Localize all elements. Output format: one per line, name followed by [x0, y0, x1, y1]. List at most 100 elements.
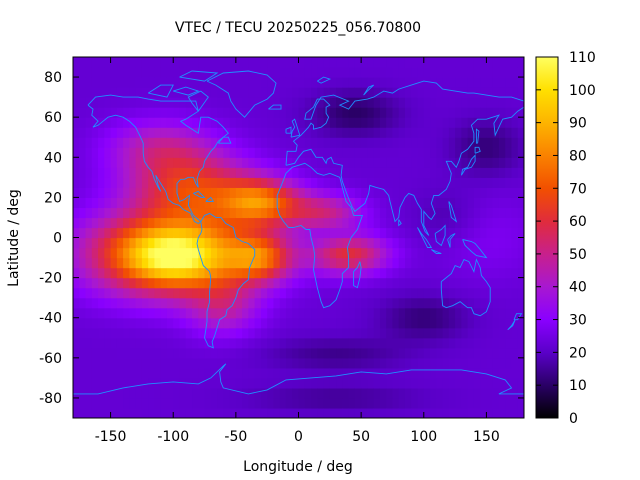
heatmap-cell [273, 67, 281, 78]
heatmap-cell [511, 157, 519, 168]
heatmap-cell [141, 167, 149, 178]
heatmap-cell [116, 77, 124, 88]
heatmap-cell [348, 97, 356, 108]
heatmap-cell [154, 237, 162, 249]
heatmap-cell [411, 337, 419, 349]
heatmap-cell [160, 347, 168, 359]
heatmap-cell [135, 327, 143, 339]
heatmap-cell [123, 287, 130, 299]
heatmap-cell [379, 237, 387, 249]
heatmap-cell [517, 157, 524, 168]
heatmap-cell [79, 257, 87, 269]
heatmap-cell [292, 247, 300, 259]
heatmap-cell [217, 147, 224, 158]
heatmap-cell [166, 107, 174, 118]
heatmap-cell [411, 287, 419, 299]
heatmap-cell [329, 207, 337, 219]
heatmap-cell [461, 197, 469, 209]
heatmap-cell [517, 237, 524, 249]
heatmap-cell [173, 267, 181, 279]
heatmap-cell [492, 347, 500, 359]
heatmap-cell [298, 347, 306, 359]
heatmap-cell [217, 257, 224, 269]
heatmap-cell [273, 107, 281, 118]
heatmap-cell [85, 157, 93, 168]
heatmap-cell [323, 127, 331, 138]
heatmap-cell [160, 57, 168, 68]
heatmap-cell [505, 277, 513, 289]
heatmap-cell [317, 327, 325, 339]
heatmap-cell [135, 297, 143, 309]
heatmap-cell [467, 217, 475, 229]
heatmap-cell [455, 117, 462, 128]
y-tick-label: -40 [39, 311, 62, 327]
heatmap-cell [148, 397, 156, 409]
heatmap-cell [198, 337, 206, 349]
heatmap-cell [204, 397, 212, 409]
heatmap-cell [417, 107, 425, 118]
heatmap-cell [430, 217, 437, 229]
heatmap-cell [173, 277, 181, 289]
heatmap-cell [173, 217, 181, 229]
heatmap-cell [204, 277, 212, 289]
heatmap-cell [317, 397, 325, 409]
heatmap-cell [417, 277, 425, 289]
heatmap-cell [185, 127, 193, 138]
heatmap-cell [279, 187, 287, 198]
heatmap-cell [386, 177, 394, 188]
heatmap-cell [104, 227, 112, 239]
heatmap-cell [455, 237, 462, 249]
heatmap-cell [342, 127, 350, 138]
heatmap-cell [198, 397, 206, 409]
heatmap-cell [480, 117, 488, 128]
heatmap-cell [411, 237, 419, 249]
heatmap-cell [110, 357, 118, 369]
heatmap-cell [73, 307, 80, 319]
heatmap-cell [110, 237, 118, 249]
heatmap-cell [98, 77, 105, 88]
heatmap-cell [517, 217, 524, 229]
heatmap-cell [198, 317, 206, 329]
heatmap-cell [430, 187, 437, 198]
heatmap-cell [110, 147, 118, 158]
heatmap-cell [436, 167, 444, 178]
heatmap-cell [267, 397, 275, 409]
heatmap-cell [505, 297, 513, 309]
heatmap-cell [336, 227, 343, 239]
heatmap-cell [204, 317, 212, 329]
tec-heatmap [73, 57, 524, 418]
heatmap-cell [398, 357, 406, 369]
heatmap-cell [361, 67, 368, 78]
heatmap-cell [480, 277, 488, 289]
heatmap-cell [279, 107, 287, 118]
coastline [475, 128, 480, 144]
heatmap-cell [173, 347, 181, 359]
heatmap-cell [279, 177, 287, 188]
heatmap-cell [373, 307, 381, 319]
heatmap-cell [292, 87, 300, 98]
heatmap-cell [154, 277, 162, 289]
heatmap-cell [423, 357, 431, 369]
heatmap-cell [123, 137, 130, 148]
heatmap-cell [242, 157, 249, 168]
heatmap-cell [329, 137, 337, 148]
heatmap-cell [311, 67, 318, 78]
heatmap-cell [498, 387, 506, 399]
heatmap-cell [160, 337, 168, 349]
heatmap-cell [442, 367, 450, 379]
heatmap-cell [336, 127, 343, 138]
heatmap-cell [361, 97, 368, 108]
heatmap-cell [436, 287, 444, 299]
heatmap-cell [354, 117, 362, 128]
heatmap-cell [386, 77, 394, 88]
heatmap-cell [198, 357, 206, 369]
heatmap-cell [217, 177, 224, 188]
heatmap-cell [492, 377, 500, 389]
heatmap-cell [160, 247, 168, 259]
heatmap-cell [448, 197, 456, 209]
coastline [173, 86, 200, 96]
heatmap-cell [223, 207, 231, 219]
heatmap-cell [104, 257, 112, 269]
heatmap-cell [430, 277, 437, 289]
heatmap-cell [110, 327, 118, 339]
